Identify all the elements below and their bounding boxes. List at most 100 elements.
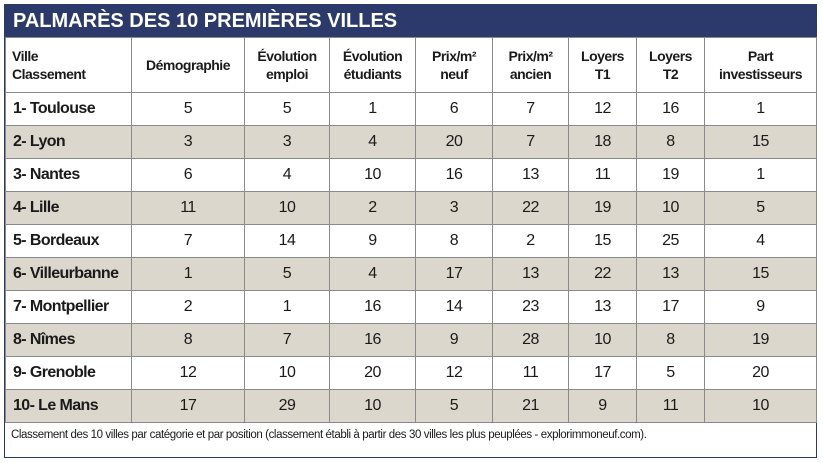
- rank-cell: 14: [415, 290, 493, 324]
- rank-cell: 16: [329, 323, 416, 357]
- column-header-line: Part: [747, 48, 774, 64]
- rank-cell: 9: [415, 323, 493, 357]
- rank-cell: 1: [704, 158, 817, 192]
- rank-cell: 2: [131, 290, 245, 324]
- rank-cell: 11: [568, 158, 637, 192]
- rank-cell: 9: [704, 290, 817, 324]
- table-row: 3- Nantes 6 4 10 16 13 11 19 1: [5, 158, 817, 192]
- rank-cell: 7: [244, 323, 330, 357]
- column-header-line: étudiants: [343, 66, 402, 82]
- column-header-line: neuf: [440, 66, 468, 82]
- table-row: 4- Lille 11 10 2 3 22 19 10 5: [5, 191, 817, 225]
- rank-cell: 1: [131, 257, 245, 291]
- rank-cell: 13: [492, 257, 569, 291]
- rank-cell: 8: [636, 125, 705, 159]
- rank-cell: 18: [568, 125, 637, 159]
- rank-cell: 3: [415, 191, 493, 225]
- rank-cell: 19: [568, 191, 637, 225]
- city-cell: 1- Toulouse: [5, 92, 132, 126]
- column-header-line: T1: [594, 66, 611, 82]
- rank-cell: 16: [636, 92, 705, 126]
- rank-cell: 4: [244, 158, 330, 192]
- column-header: Prix/m² ancien: [492, 37, 569, 93]
- rank-cell: 11: [636, 389, 705, 423]
- rank-cell: 4: [704, 224, 817, 258]
- table-row: 10- Le Mans 17 29 10 5 21 9 11 10: [5, 389, 817, 423]
- rank-cell: 10: [636, 191, 705, 225]
- column-header: Loyers T2: [636, 37, 705, 93]
- column-header-line: emploi: [265, 66, 309, 82]
- rank-cell: 28: [492, 323, 569, 357]
- column-header-line: investisseurs: [719, 66, 803, 82]
- rank-cell: 12: [568, 92, 637, 126]
- column-header-line: Démographie: [146, 57, 230, 73]
- rank-cell: 15: [568, 224, 637, 258]
- rank-cell: 7: [131, 224, 245, 258]
- rank-cell: 7: [492, 92, 569, 126]
- rank-cell: 17: [415, 257, 493, 291]
- rank-cell: 4: [329, 125, 416, 159]
- table-row: 6- Villeurbanne 1 5 4 17 13 22 13 15: [5, 257, 817, 291]
- rank-cell: 17: [568, 356, 637, 390]
- rank-cell: 5: [131, 92, 245, 126]
- rank-cell: 19: [704, 323, 817, 357]
- rank-cell: 16: [415, 158, 493, 192]
- table-row: 2- Lyon 3 3 4 20 7 18 8 15: [5, 125, 817, 159]
- rank-cell: 5: [415, 389, 493, 423]
- column-header-line: Prix/m²: [508, 48, 553, 64]
- rank-cell: 10: [568, 323, 637, 357]
- city-cell: 10- Le Mans: [5, 389, 132, 423]
- column-header: Ville Classement: [5, 37, 132, 93]
- rank-cell: 6: [415, 92, 493, 126]
- rank-cell: 10: [244, 356, 330, 390]
- rank-cell: 11: [492, 356, 569, 390]
- rank-cell: 8: [415, 224, 493, 258]
- rank-cell: 13: [492, 158, 569, 192]
- column-header: Loyers T1: [568, 37, 637, 93]
- ranking-table: Ville Classement Démographie Évolution emplo…: [5, 37, 817, 423]
- column-header-line: Ville: [12, 48, 39, 64]
- column-header: Prix/m² neuf: [415, 37, 493, 93]
- column-header: Démographie: [131, 37, 245, 93]
- rank-cell: 22: [492, 191, 569, 225]
- rank-cell: 8: [636, 323, 705, 357]
- column-header-line: Loyers: [649, 48, 692, 64]
- rank-cell: 11: [131, 191, 245, 225]
- rank-cell: 5: [636, 356, 705, 390]
- rank-cell: 1: [704, 92, 817, 126]
- rank-cell: 4: [329, 257, 416, 291]
- rank-cell: 8: [131, 323, 245, 357]
- table-row: 5- Bordeaux 7 14 9 8 2 15 25 4: [5, 224, 817, 258]
- rank-cell: 2: [329, 191, 416, 225]
- rank-cell: 20: [329, 356, 416, 390]
- rank-cell: 25: [636, 224, 705, 258]
- rank-cell: 23: [492, 290, 569, 324]
- column-header: Évolution emploi: [244, 37, 330, 93]
- city-cell: 5- Bordeaux: [5, 224, 132, 258]
- rank-cell: 7: [492, 125, 569, 159]
- table-header-row: Ville Classement Démographie Évolution emplo…: [5, 37, 817, 93]
- rank-cell: 3: [131, 125, 245, 159]
- rank-cell: 16: [329, 290, 416, 324]
- rank-cell: 29: [244, 389, 330, 423]
- panel-title: PALMARÈS DES 10 PREMIÈRES VILLES: [5, 5, 816, 37]
- column-header: Part investisseurs: [704, 37, 817, 93]
- rank-cell: 2: [492, 224, 569, 258]
- column-header-line: ancien: [509, 66, 552, 82]
- rank-cell: 5: [244, 92, 330, 126]
- column-header-line: Prix/m²: [432, 48, 476, 64]
- rank-cell: 12: [131, 356, 245, 390]
- rank-cell: 14: [244, 224, 330, 258]
- rank-cell: 15: [704, 125, 817, 159]
- ranking-panel: PALMARÈS DES 10 PREMIÈRES VILLES Ville Cl…: [4, 4, 817, 458]
- rank-cell: 22: [568, 257, 637, 291]
- rank-cell: 21: [492, 389, 569, 423]
- city-cell: 9- Grenoble: [5, 356, 132, 390]
- column-header-line: T2: [662, 66, 679, 82]
- city-cell: 3- Nantes: [5, 158, 132, 192]
- city-cell: 2- Lyon: [5, 125, 132, 159]
- column-header-line: Évolution: [342, 48, 403, 64]
- rank-cell: 6: [131, 158, 245, 192]
- rank-cell: 17: [131, 389, 245, 423]
- rank-cell: 9: [329, 224, 416, 258]
